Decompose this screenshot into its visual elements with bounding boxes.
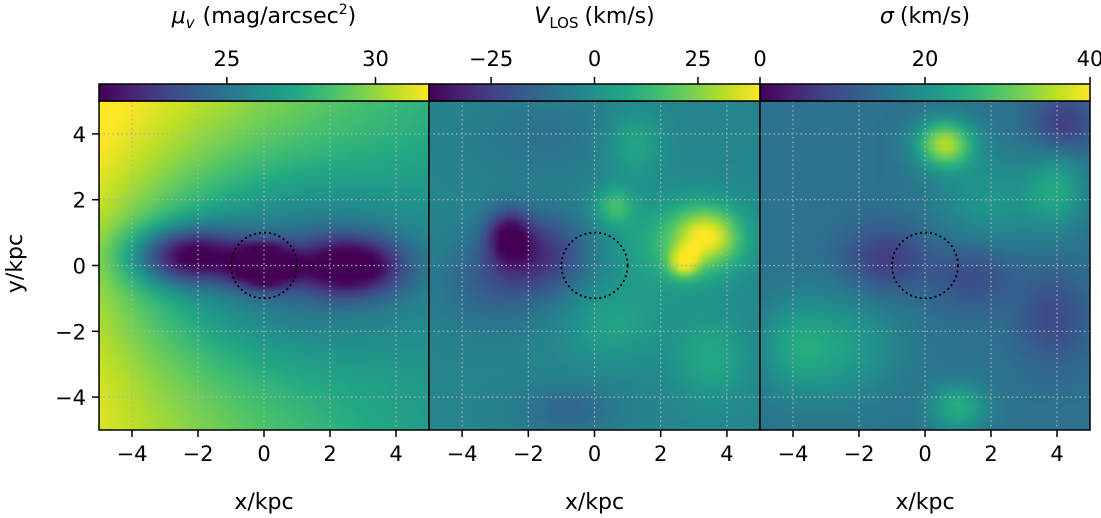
x-tick-label: −2	[513, 442, 544, 466]
colorbar-tick-label: 40	[1077, 47, 1101, 71]
x-tick-label: 2	[984, 442, 997, 466]
x-tick-label: −4	[447, 442, 478, 466]
colorbar	[98, 83, 430, 102]
x-tick-label: −4	[117, 442, 148, 466]
x-tick-label: 4	[720, 442, 733, 466]
colorbar-tick-label: 30	[362, 47, 389, 71]
y-axis-label: y/kpc	[3, 234, 28, 293]
colorbar-tick-label: −25	[469, 47, 513, 71]
aperture-circle	[230, 231, 298, 300]
colorbar-tick-label: 25	[213, 47, 240, 71]
x-tick-label: 0	[588, 442, 601, 466]
panel-2: −4 −2 0 2 4 x/kpc −25 0 25 VLOS (km/s)	[428, 4, 761, 515]
panel-3: −4 −2 0 2 4 x/kpc 0 20 40 σ (km/s)	[753, 4, 1101, 515]
colorbar-tick-label: 0	[753, 47, 766, 71]
aperture-circle	[560, 231, 629, 300]
x-tick-label: −2	[844, 442, 875, 466]
x-tick-label: 2	[654, 442, 667, 466]
colorbar-label: σ (km/s)	[880, 4, 970, 29]
x-tick-label: 2	[323, 442, 336, 466]
colorbar-tick-label: 0	[588, 47, 601, 71]
x-axis-label: x/kpc	[895, 490, 954, 515]
colorbar	[759, 83, 1091, 102]
x-tick-label: −2	[183, 442, 214, 466]
y-tick-label: 4	[73, 123, 86, 147]
x-axis-label: x/kpc	[565, 490, 624, 515]
x-tick-label: 4	[1050, 442, 1063, 466]
colorbar-label: μv (mag/arcsec2)	[171, 2, 357, 32]
y-tick-label: −4	[55, 386, 86, 410]
x-tick-label: 0	[257, 442, 270, 466]
y-tick-label: 0	[73, 255, 86, 279]
colorbar	[428, 83, 761, 102]
colorbar-tick-label: 20	[912, 47, 939, 71]
colorbar-tick-label: 25	[685, 47, 712, 71]
y-tick-label: −2	[55, 320, 86, 344]
x-axis-label: x/kpc	[234, 490, 293, 515]
aperture-circle	[891, 231, 959, 300]
colorbar-label: VLOS (km/s)	[534, 4, 654, 32]
x-tick-label: 4	[389, 442, 402, 466]
x-tick-label: 0	[918, 442, 931, 466]
y-tick-label: 2	[73, 189, 86, 213]
x-tick-label: −4	[778, 442, 809, 466]
